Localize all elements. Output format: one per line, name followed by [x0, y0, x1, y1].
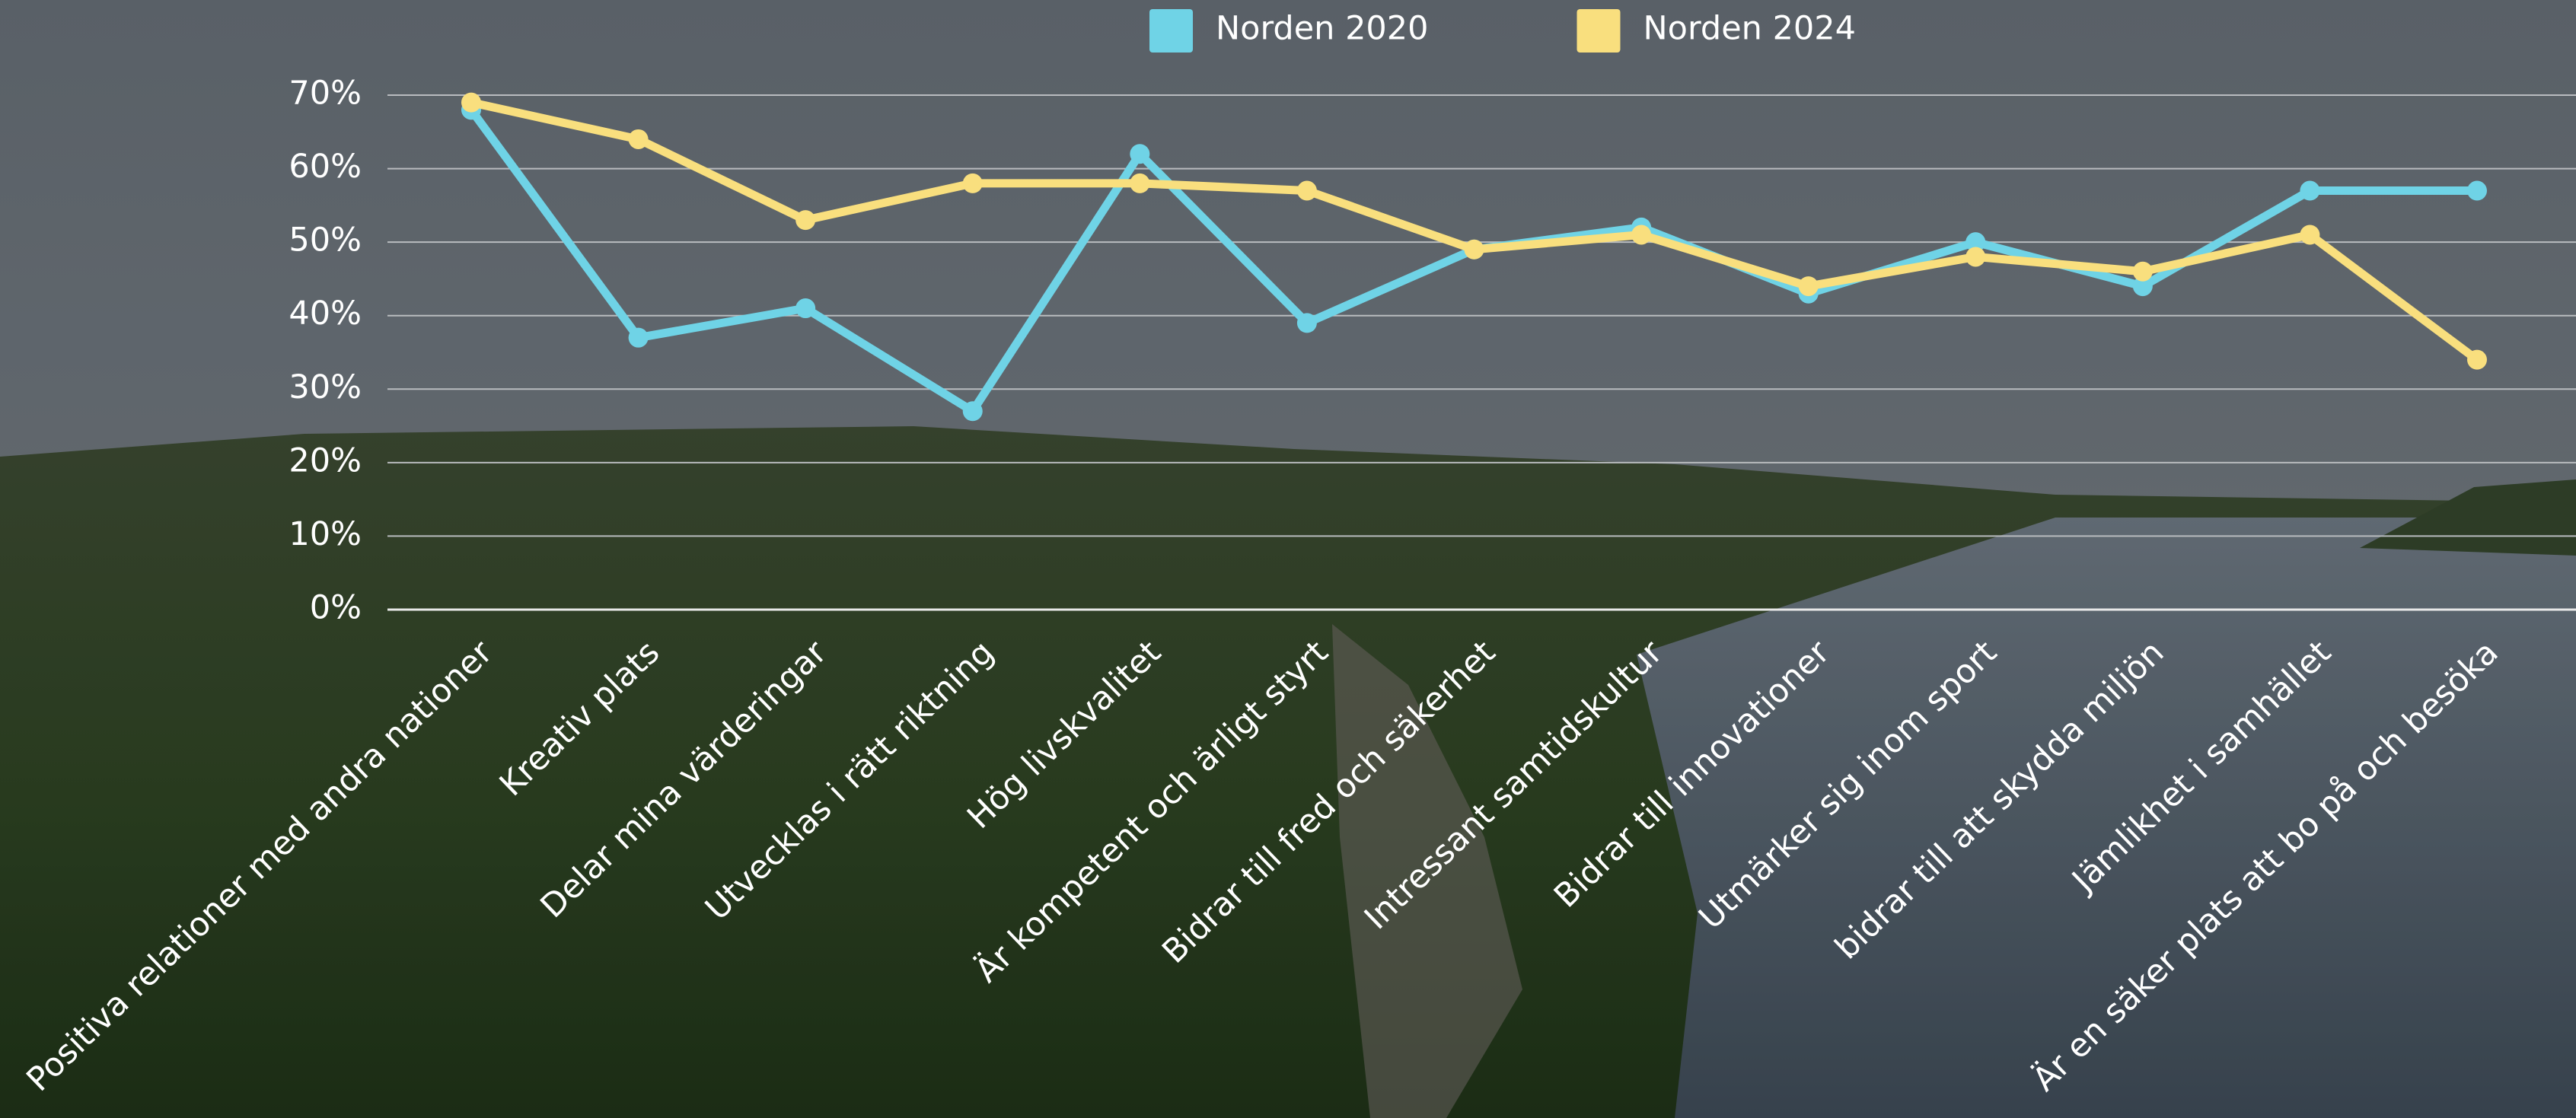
data-point — [628, 129, 649, 149]
data-point — [795, 210, 816, 231]
data-point — [1130, 144, 1150, 164]
y-tick-label: 70% — [289, 75, 362, 113]
legend-swatch — [1149, 9, 1193, 53]
data-point — [461, 92, 481, 113]
data-point — [1464, 239, 1484, 260]
data-point — [1798, 276, 1819, 297]
data-point — [1965, 247, 1986, 267]
data-point — [2300, 225, 2320, 245]
data-point — [1965, 232, 1986, 253]
y-tick-label: 50% — [289, 221, 362, 260]
data-point — [628, 327, 649, 348]
y-tick-label: 0% — [310, 589, 362, 627]
legend-label: Norden 2020 — [1216, 10, 1429, 48]
data-point — [2300, 180, 2320, 201]
data-point — [2132, 276, 2153, 297]
y-tick-label: 60% — [289, 148, 362, 186]
y-tick-label: 30% — [289, 368, 362, 406]
data-point — [2132, 261, 2153, 282]
y-tick-label: 20% — [289, 441, 362, 479]
data-point — [1631, 225, 1652, 245]
legend-label: Norden 2024 — [1643, 10, 1857, 48]
data-point — [795, 298, 816, 319]
data-point — [962, 173, 983, 193]
y-tick-label: 40% — [289, 295, 362, 333]
data-point — [1130, 173, 1150, 193]
legend-swatch — [1577, 9, 1621, 53]
y-tick-label: 10% — [289, 515, 362, 553]
data-point — [2467, 180, 2487, 201]
data-point — [962, 401, 983, 422]
data-point — [1296, 180, 1317, 201]
data-point — [2467, 349, 2487, 370]
data-point — [1296, 313, 1317, 333]
